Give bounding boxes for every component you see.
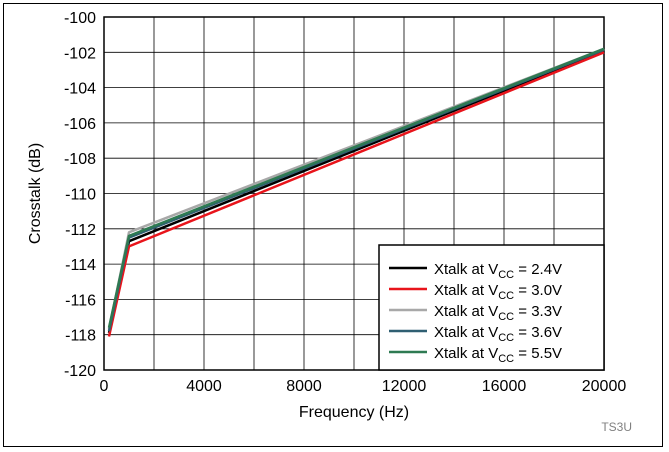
y-tick-label: -100: [64, 10, 96, 27]
y-tick-label: -114: [65, 257, 96, 274]
x-tick-label: 12000: [382, 378, 427, 395]
x-tick-label: 0: [100, 378, 109, 395]
legend-entry-label: Xtalk at VCC = 3.3V: [434, 303, 562, 323]
series-line: [107, 47, 605, 328]
figure-id: TS3U: [601, 420, 632, 434]
legend-entry-label: Xtalk at VCC = 5.5V: [434, 345, 562, 365]
legend-entry-label: Xtalk at VCC = 2.4V: [434, 261, 562, 281]
x-tick-label: 4000: [186, 378, 222, 395]
y-axis-label: Crosstalk (dB): [27, 143, 44, 244]
plot-area: [103, 16, 605, 371]
y-tick-label: -104: [64, 81, 96, 98]
legend-entry-label: Xtalk at VCC = 3.0V: [434, 282, 562, 302]
y-tick-label: -120: [64, 363, 96, 380]
x-tick-label: 8000: [286, 378, 322, 395]
legend-entry-label: Xtalk at VCC = 3.6V: [434, 324, 562, 344]
x-axis-label: Frequency (Hz): [299, 404, 409, 421]
figure-frame: [3, 3, 663, 447]
legend-box: [378, 244, 605, 371]
y-tick-label: -116: [65, 292, 96, 309]
y-tick-label: -106: [64, 116, 96, 133]
x-tick-label: 16000: [482, 378, 527, 395]
y-tick-label: -110: [65, 187, 96, 204]
x-tick-label: 20000: [582, 378, 627, 395]
y-tick-label: -112: [65, 222, 96, 239]
y-tick-labels: -100 -102 -104 -106 -108 -110 -112 -114 -116 -118…: [64, 10, 96, 380]
series-layer: [107, 47, 605, 337]
y-tick-label: -108: [64, 151, 96, 168]
y-tick-label: -118: [65, 328, 96, 345]
x-tick-labels: 0 4000 8000 12000 16000 20000: [100, 378, 627, 395]
series-line: [107, 51, 605, 337]
y-tick-label: -102: [64, 45, 96, 62]
